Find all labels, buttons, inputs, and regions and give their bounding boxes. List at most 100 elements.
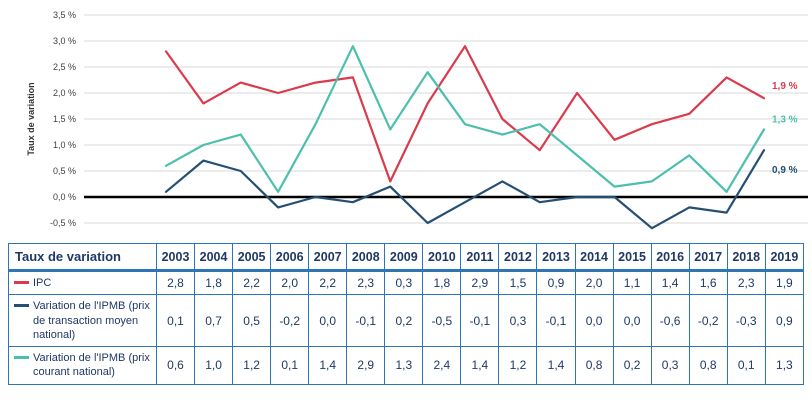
value-cell: 0,8 xyxy=(574,346,614,385)
table-header-year: 2016 xyxy=(650,243,690,272)
value-cell: 0,7 xyxy=(194,294,234,348)
value-cell: 0,1 xyxy=(726,346,766,385)
legend-swatch xyxy=(14,281,29,284)
value-cell: 1,4 xyxy=(536,346,576,385)
table-header-year: 2012 xyxy=(498,243,538,272)
value-cell: 1,9 xyxy=(764,269,805,296)
table-header-title: Taux de variation xyxy=(8,243,157,272)
value-cell: 0,9 xyxy=(764,294,805,348)
value-cell: -0,1 xyxy=(346,294,386,348)
table-header-year: 2003 xyxy=(155,243,196,272)
end-value-label: 1,3 % xyxy=(772,114,798,125)
value-cell: -0,2 xyxy=(270,294,310,348)
table-header-year: 2008 xyxy=(346,243,386,272)
series-label: Variation de l'IPMB (prix de transaction… xyxy=(33,300,150,341)
value-cell: 1,8 xyxy=(194,269,234,296)
table-header-year: 2011 xyxy=(460,243,500,272)
value-cell: 2,9 xyxy=(346,346,386,385)
legend-swatch xyxy=(14,356,29,360)
value-cell: 2,9 xyxy=(460,269,500,296)
table-body: IPC 2,8 1,8 2,2 2,0 2,2 2,3 0,3 1,8 2,9 1,5 0,9 2,0 1… xyxy=(8,269,805,385)
end-value-label: 1,9 % xyxy=(772,81,798,92)
value-cell: -0,3 xyxy=(726,294,766,348)
value-cell: 0,2 xyxy=(384,294,424,348)
value-cell: 0,6 xyxy=(155,346,196,385)
table-head: Taux de variation 2003 2004 2005 2006 2007 200… xyxy=(8,243,805,272)
table-header-year: 2005 xyxy=(232,243,272,272)
table-header-year: 2014 xyxy=(574,243,614,272)
value-cell: 2,2 xyxy=(308,269,348,296)
y-tick-label: 1,5 % xyxy=(53,114,76,124)
value-cell: 0,1 xyxy=(270,346,310,385)
value-cell: 0,3 xyxy=(498,294,538,348)
value-cell: 1,4 xyxy=(308,346,348,385)
value-cell: 1,3 xyxy=(764,346,805,385)
value-cell: 2,8 xyxy=(155,269,196,296)
series-line-ipmb-courant xyxy=(164,45,766,193)
value-cell: 2,0 xyxy=(270,269,310,296)
value-cell: 1,2 xyxy=(498,346,538,385)
end-value-label: 0,9 % xyxy=(772,165,798,176)
value-cell: -0,6 xyxy=(650,294,690,348)
value-cell: 1,2 xyxy=(232,346,272,385)
series-line-ipc xyxy=(164,45,766,183)
y-tick-label: 0,5 % xyxy=(53,166,76,176)
value-cell: 0,3 xyxy=(384,269,424,296)
value-cell: 0,9 xyxy=(536,269,576,296)
chart-area: 3,5 % 3,0 % 2,5 % 2,0 % 1,5 % 1,0 % 0,5 % 0,0 %… xyxy=(26,10,808,230)
series-label: IPC xyxy=(33,277,52,289)
value-cell: 0,0 xyxy=(574,294,614,348)
value-cell: 2,0 xyxy=(574,269,614,296)
table-header-year: 2019 xyxy=(764,243,805,272)
value-cell: -0,1 xyxy=(536,294,576,348)
y-tick-label: 3,5 % xyxy=(53,10,76,20)
value-cell: 0,8 xyxy=(688,346,728,385)
y-tick-label: 1,0 % xyxy=(53,140,76,150)
chart-svg: 3,5 % 3,0 % 2,5 % 2,0 % 1,5 % 1,0 % 0,5 % 0,0 %… xyxy=(26,10,808,230)
legend-swatch xyxy=(14,304,29,308)
table-header-year: 2018 xyxy=(726,243,766,272)
value-cell: 1,5 xyxy=(498,269,538,296)
value-cell: 2,2 xyxy=(232,269,272,296)
value-cell: 0,3 xyxy=(650,346,690,385)
value-cell: 1,0 xyxy=(194,346,234,385)
table-header-year: 2006 xyxy=(270,243,310,272)
value-cell: 1,4 xyxy=(460,346,500,385)
y-axis-label: Taux de variation xyxy=(26,82,36,155)
table-row: IPC 2,8 1,8 2,2 2,0 2,2 2,3 0,3 1,8 2,9 1,5 0,9 2,0 1… xyxy=(8,269,805,296)
value-cell: 1,1 xyxy=(612,269,652,296)
value-cell: 1,6 xyxy=(688,269,728,296)
table-header-year: 2013 xyxy=(536,243,576,272)
value-cell: 0,0 xyxy=(308,294,348,348)
value-cell: -0,1 xyxy=(460,294,500,348)
table-header-row: Taux de variation 2003 2004 2005 2006 2007 200… xyxy=(8,243,805,272)
value-cell: 0,2 xyxy=(612,346,652,385)
value-cell: -0,2 xyxy=(688,294,728,348)
y-tick-label: 2,5 % xyxy=(53,62,76,72)
series-label-cell: IPC xyxy=(8,269,157,296)
value-cell: 1,4 xyxy=(650,269,690,296)
value-cell: 0,5 xyxy=(232,294,272,348)
table-header-year: 2009 xyxy=(384,243,424,272)
series-line-ipmb-transaction xyxy=(164,149,766,230)
value-cell: 2,3 xyxy=(726,269,766,296)
y-tick-label: 2,0 % xyxy=(53,88,76,98)
table-row: Variation de l'IPMB (prix de transaction… xyxy=(8,294,805,348)
data-table: Taux de variation 2003 2004 2005 2006 2007 200… xyxy=(8,243,805,385)
table-row: Variation de l'IPMB (prix courant nation… xyxy=(8,346,805,385)
value-cell: 0,0 xyxy=(612,294,652,348)
y-tick-label: -0,5 % xyxy=(50,218,76,228)
table-header-year: 2007 xyxy=(308,243,348,272)
value-cell: 1,8 xyxy=(422,269,462,296)
y-tick-label: 0,0 % xyxy=(53,192,76,202)
value-cell: 0,1 xyxy=(155,294,196,348)
series-label-cell: Variation de l'IPMB (prix de transaction… xyxy=(8,294,157,348)
series-label-cell: Variation de l'IPMB (prix courant nation… xyxy=(8,346,157,385)
value-cell: -0,5 xyxy=(422,294,462,348)
value-cell: 2,4 xyxy=(422,346,462,385)
y-tick-label: 3,0 % xyxy=(53,36,76,46)
table-header-year: 2015 xyxy=(612,243,652,272)
value-cell: 1,3 xyxy=(384,346,424,385)
table-header-year: 2017 xyxy=(688,243,728,272)
series-label: Variation de l'IPMB (prix courant nation… xyxy=(33,352,150,379)
